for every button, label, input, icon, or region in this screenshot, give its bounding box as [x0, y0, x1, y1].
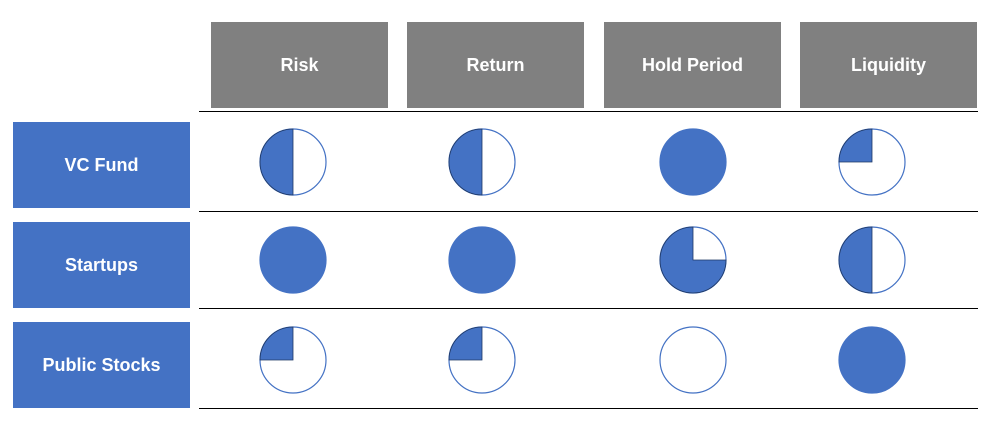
harvey-ball-startups-return — [448, 226, 516, 294]
row-header-public-stocks: Public Stocks — [13, 322, 190, 408]
harvey-ball-vc-fund-risk — [259, 128, 327, 196]
harvey-ball-fill — [659, 226, 727, 294]
harvey-ball-fill — [259, 326, 294, 361]
harvey-ball-fill — [259, 128, 294, 196]
column-header-liquidity: Liquidity — [800, 22, 977, 108]
harvey-ball-public-stocks-risk — [259, 326, 327, 394]
harvey-ball-vc-fund-liquidity — [838, 128, 906, 196]
harvey-ball-vc-fund-return — [448, 128, 516, 196]
column-header-risk: Risk — [211, 22, 388, 108]
harvey-ball-startups-hold-period — [659, 226, 727, 294]
harvey-ball-fill — [448, 128, 483, 196]
harvey-ball-public-stocks-liquidity — [838, 326, 906, 394]
harvey-ball-startups-risk — [259, 226, 327, 294]
harvey-ball-startups-liquidity — [838, 226, 906, 294]
row-divider-top — [199, 111, 978, 112]
row-divider-bottom — [199, 408, 978, 409]
harvey-ball-fill — [448, 326, 483, 361]
harvey-ball-fill — [838, 128, 873, 163]
column-header-hold-period: Hold Period — [604, 22, 781, 108]
harvey-ball-public-stocks-hold-period — [659, 326, 727, 394]
harvey-ball-public-stocks-return — [448, 326, 516, 394]
row-header-vc-fund: VC Fund — [13, 122, 190, 208]
row-divider-2 — [199, 308, 978, 309]
column-header-return: Return — [407, 22, 584, 108]
row-divider-1 — [199, 211, 978, 212]
harvey-ball-vc-fund-hold-period — [659, 128, 727, 196]
row-header-startups: Startups — [13, 222, 190, 308]
harvey-ball-fill — [838, 226, 873, 294]
